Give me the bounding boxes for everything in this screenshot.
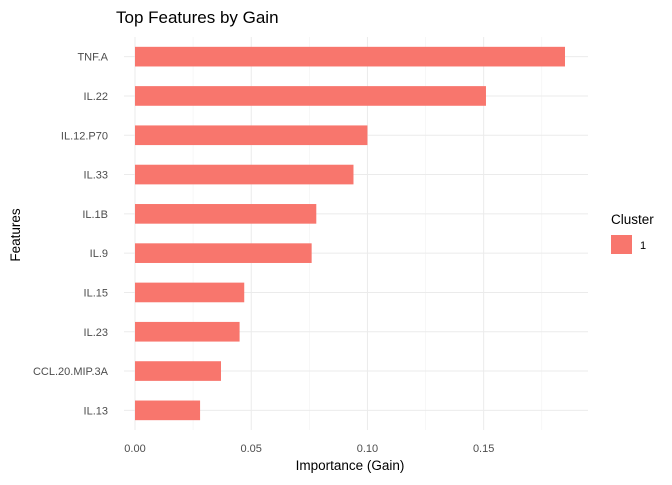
x-axis-title: Importance (Gain) xyxy=(296,458,405,473)
y-tick-label: IL.1B xyxy=(82,209,108,221)
y-tick-label: IL.15 xyxy=(84,287,108,299)
legend-title: Cluster xyxy=(611,212,654,227)
bar xyxy=(135,243,312,263)
x-tick-labels: 0.00 0.05 0.10 0.15 xyxy=(124,443,494,455)
y-tick-labels: TNF.A IL.22 IL.12.P70 IL.33 IL.1B IL.9 IL.15 IL… xyxy=(33,52,109,418)
x-tick-label: 0.00 xyxy=(124,443,145,455)
bar xyxy=(135,125,368,146)
y-tick-label: IL.9 xyxy=(90,248,108,260)
bar xyxy=(135,361,221,381)
x-tick-label: 0.15 xyxy=(473,443,494,455)
bar xyxy=(135,204,317,224)
bar xyxy=(135,400,201,421)
legend-entry-label: 1 xyxy=(640,240,646,252)
bar xyxy=(135,321,240,342)
y-axis-title: Features xyxy=(8,208,23,262)
bar xyxy=(135,282,245,303)
bars xyxy=(135,46,565,421)
y-tick-label: IL.22 xyxy=(84,91,108,103)
bar xyxy=(135,86,486,106)
y-tick-label: IL.33 xyxy=(84,170,108,182)
y-tick-label: IL.13 xyxy=(84,405,108,417)
x-tick-label: 0.10 xyxy=(357,443,378,455)
x-tick-label: 0.05 xyxy=(241,443,262,455)
y-tick-label: CCL.20.MIP.3A xyxy=(33,366,109,378)
legend-key-swatch xyxy=(611,235,632,254)
y-tick-label: TNF.A xyxy=(77,52,108,64)
bar xyxy=(135,164,354,185)
bar xyxy=(135,46,565,67)
chart-title: Top Features by Gain xyxy=(116,8,279,27)
legend: Cluster 1 xyxy=(611,212,654,254)
y-tick-label: IL.23 xyxy=(84,327,108,339)
y-tick-label: IL.12.P70 xyxy=(61,130,108,142)
